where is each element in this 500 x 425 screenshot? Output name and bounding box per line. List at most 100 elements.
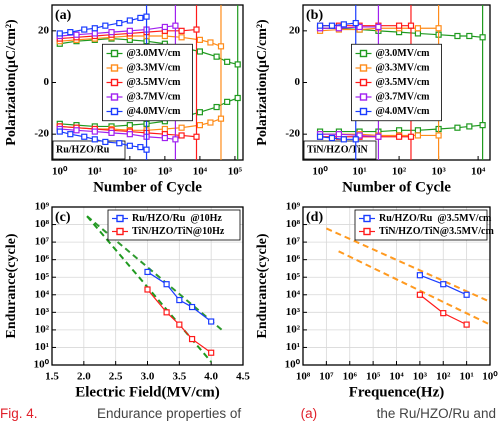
legend-label: TiN/HZO/TiN@3.5MV/cm xyxy=(379,226,494,237)
data-point xyxy=(316,22,324,29)
legend-label: TiN/HZO/TiN@10Hz xyxy=(132,226,225,237)
sample-label: TiN/HZO/TiN xyxy=(307,144,369,155)
data-point xyxy=(407,133,415,140)
x-tick-label: 10² xyxy=(436,371,451,383)
fit-line xyxy=(338,250,491,326)
y-tick-label: -20 xyxy=(34,128,49,140)
data-point xyxy=(414,132,422,139)
data-point xyxy=(67,29,74,36)
y-tick-label: 10⁶ xyxy=(286,253,301,265)
x-tick-label: 2.5 xyxy=(109,371,123,383)
x-tick-label: 10¹ xyxy=(352,166,366,178)
x-tick-label: 10⁶ xyxy=(343,371,358,383)
data-point xyxy=(126,122,133,129)
data-point xyxy=(178,124,185,131)
data-point xyxy=(316,133,324,140)
y-axis-label: Endurance(cycle) xyxy=(255,233,270,338)
data-point xyxy=(178,34,185,41)
data-point xyxy=(440,281,447,288)
y-tick-label: 10⁴ xyxy=(286,288,301,300)
y-tick-label: 20 xyxy=(38,24,50,36)
legend-label: @3.5MV/cm xyxy=(376,77,431,88)
data-point xyxy=(161,23,168,31)
data-point xyxy=(188,303,196,311)
x-tick-label: 10² xyxy=(123,166,138,178)
data-point xyxy=(414,30,422,37)
data-point xyxy=(163,309,170,316)
x-tick-label: 10¹ xyxy=(459,371,473,383)
data-point xyxy=(340,21,347,28)
y-axis-label: Endurance(cycle) xyxy=(4,233,19,338)
data-point xyxy=(234,94,241,102)
data-point xyxy=(454,32,461,40)
series-line xyxy=(320,26,379,29)
data-point xyxy=(328,134,336,142)
data-point xyxy=(234,61,241,68)
caption-ref: (a) xyxy=(300,405,318,421)
legend-marker xyxy=(110,64,119,72)
panel-label: (b) xyxy=(306,8,323,23)
data-point xyxy=(479,122,486,129)
data-point xyxy=(91,136,98,143)
sample-label-box xyxy=(52,140,126,160)
data-point xyxy=(356,132,363,139)
data-point xyxy=(126,131,133,138)
sample-label: Ru/HZO/Ru xyxy=(56,144,110,155)
y-tick-label: 10¹ xyxy=(286,341,300,353)
data-point xyxy=(196,109,203,116)
series-line xyxy=(320,27,483,38)
legend-marker xyxy=(363,227,371,236)
y-tick-label: 10⁷ xyxy=(286,236,301,248)
y-tick-label: 10⁰ xyxy=(285,359,301,371)
legend-marker xyxy=(110,93,119,101)
data-point xyxy=(217,43,225,50)
y-tick-label: 10² xyxy=(35,323,50,335)
x-tick-label: 10⁰ xyxy=(52,166,68,178)
data-point xyxy=(435,132,442,139)
data-point xyxy=(208,318,215,325)
y-tick-label: 10¹ xyxy=(35,341,49,353)
x-axis-label: Number of Cycle xyxy=(342,179,451,195)
data-point xyxy=(73,127,80,134)
data-point xyxy=(193,133,200,140)
data-point xyxy=(81,133,88,140)
data-point xyxy=(67,131,74,138)
x-tick-label: 10⁴ xyxy=(193,166,208,178)
y-tick-label: 0 xyxy=(295,76,301,88)
data-point xyxy=(144,268,151,276)
legend-label: @3.0MV/cm xyxy=(376,48,431,59)
series-line xyxy=(319,136,356,140)
figure: 10⁰ 10¹ 10² 10³ 10⁴ 10⁵ -20 0 20 Number of Cycle P… xyxy=(4,4,498,400)
x-tick-label: 10¹ xyxy=(88,166,102,178)
data-point xyxy=(137,14,144,22)
data-point xyxy=(213,103,220,111)
data-point xyxy=(178,132,185,139)
data-point xyxy=(395,127,403,134)
plot-frame xyxy=(302,206,491,366)
legend-label: @3.3MV/cm xyxy=(376,62,431,73)
x-tick-label: 10³ xyxy=(158,166,173,178)
data-point xyxy=(91,25,98,32)
y-tick-label: -20 xyxy=(285,128,300,140)
legend-marker xyxy=(363,214,371,223)
x-axis-label: Number of Cycle xyxy=(93,179,202,195)
caption: Fig. 4. Endurance properties of (a) the … xyxy=(0,402,496,424)
y-tick-label: 10⁵ xyxy=(286,271,301,283)
x-tick-label: 1.5 xyxy=(45,371,59,383)
caption-label: Fig. 4. xyxy=(0,405,38,421)
data-point xyxy=(137,143,144,151)
x-tick-label: 10³ xyxy=(413,371,428,383)
y-tick-label: 10⁹ xyxy=(286,201,301,213)
x-tick-label: 10⁰ xyxy=(482,371,498,383)
panel-label: (c) xyxy=(55,210,71,225)
data-point xyxy=(193,26,200,33)
data-point xyxy=(224,98,231,105)
data-point xyxy=(328,22,336,29)
data-point xyxy=(335,25,343,32)
data-point xyxy=(56,30,63,37)
x-tick-label: 10⁷ xyxy=(319,371,334,383)
data-point xyxy=(335,131,343,138)
y-tick-label: 10⁴ xyxy=(35,288,50,300)
x-tick-label: 10⁵ xyxy=(366,371,381,383)
